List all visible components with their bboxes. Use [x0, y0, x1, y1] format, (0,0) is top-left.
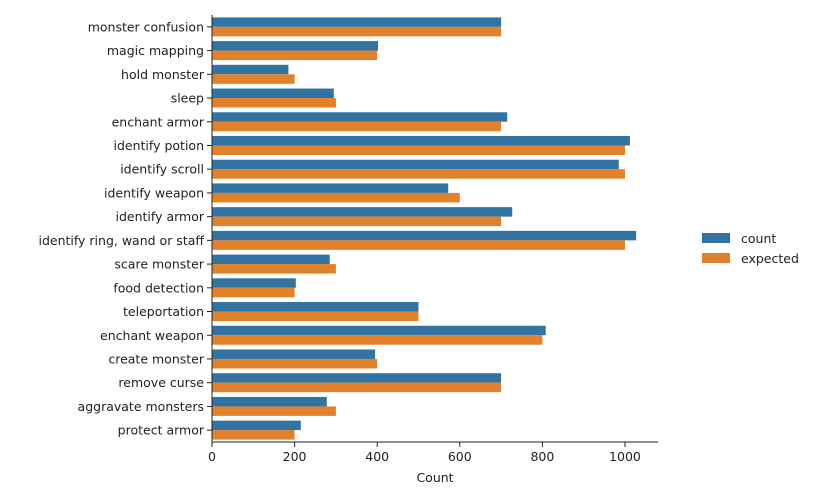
legend-label-expected: expected	[741, 251, 799, 266]
bar-count-5	[212, 135, 630, 146]
bar-expected-5	[212, 145, 625, 155]
bar-expected-17	[212, 430, 295, 440]
legend-label-count: count	[741, 231, 776, 246]
legend: count expected	[702, 231, 799, 266]
bar-expected-4	[212, 121, 502, 132]
x-axis: 0 200 400 600 800 1000	[208, 441, 658, 464]
legend-swatch-count	[702, 233, 730, 243]
bar-count-16	[212, 396, 327, 407]
bar-count-7	[212, 183, 449, 193]
bar-count-15	[212, 373, 502, 383]
bar-expected-1	[212, 50, 378, 61]
x-tick-label: 600	[448, 449, 472, 464]
bar-count-9	[212, 230, 637, 241]
y-tick-label: identify potion	[114, 138, 204, 153]
bar-count-0	[212, 17, 502, 27]
x-tick-label: 0	[208, 449, 216, 464]
bar-count-13	[212, 325, 546, 336]
y-tick-label: identify armor	[116, 209, 205, 224]
bar-expected-11	[212, 287, 295, 298]
bar-expected-7	[212, 192, 460, 203]
y-tick-label: identify scroll	[120, 162, 204, 177]
bar-expected-9	[212, 240, 625, 250]
bar-expected-6	[212, 169, 625, 179]
bar-expected-13	[212, 335, 543, 345]
y-tick-label: aggravate monsters	[78, 399, 204, 414]
y-tick-label: scare monster	[114, 257, 204, 272]
y-tick-label: identify weapon	[104, 185, 204, 200]
y-tick-label: identify ring, wand or staff	[38, 233, 204, 248]
y-axis: monster confusion magic mapping hold monst…	[38, 15, 213, 442]
bar-expected-8	[212, 216, 502, 227]
y-tick-label: enchant weapon	[100, 328, 204, 343]
bar-count-17	[212, 420, 301, 431]
y-tick-label: monster confusion	[88, 19, 204, 34]
bar-count-8	[212, 207, 513, 217]
y-tick-label: food detection	[113, 280, 204, 295]
y-tick-label: sleep	[171, 91, 204, 106]
legend-swatch-expected	[702, 253, 730, 263]
bar-count-3	[212, 88, 334, 99]
bar-count-6	[212, 159, 619, 170]
y-tick-label: remove curse	[118, 375, 204, 390]
bar-count-2	[212, 64, 289, 75]
bar-expected-12	[212, 311, 419, 322]
y-tick-label: teleportation	[123, 304, 204, 319]
bar-expected-2	[212, 74, 295, 84]
bar-expected-15	[212, 382, 502, 393]
bar-expected-3	[212, 98, 336, 108]
x-tick-label: 200	[283, 449, 307, 464]
bar-count-11	[212, 278, 296, 288]
x-tick-label: 800	[530, 449, 554, 464]
bar-expected-0	[212, 26, 502, 37]
bar-count-1	[212, 41, 379, 51]
bars-layer	[212, 17, 637, 440]
bar-count-14	[212, 349, 376, 359]
x-axis-title: Count	[416, 470, 453, 485]
bar-count-10	[212, 254, 330, 265]
y-tick-label: create monster	[108, 351, 205, 366]
bar-expected-10	[212, 264, 336, 274]
bar-expected-14	[212, 358, 378, 369]
bar-count-12	[212, 302, 419, 312]
x-tick-label: 1000	[609, 449, 641, 464]
y-tick-label: protect armor	[118, 423, 205, 438]
x-tick-label: 400	[365, 449, 389, 464]
bar-count-4	[212, 112, 508, 122]
y-tick-label: enchant armor	[112, 114, 205, 129]
y-tick-label: hold monster	[121, 67, 205, 82]
y-tick-label: magic mapping	[107, 43, 204, 58]
bar-expected-16	[212, 406, 336, 416]
